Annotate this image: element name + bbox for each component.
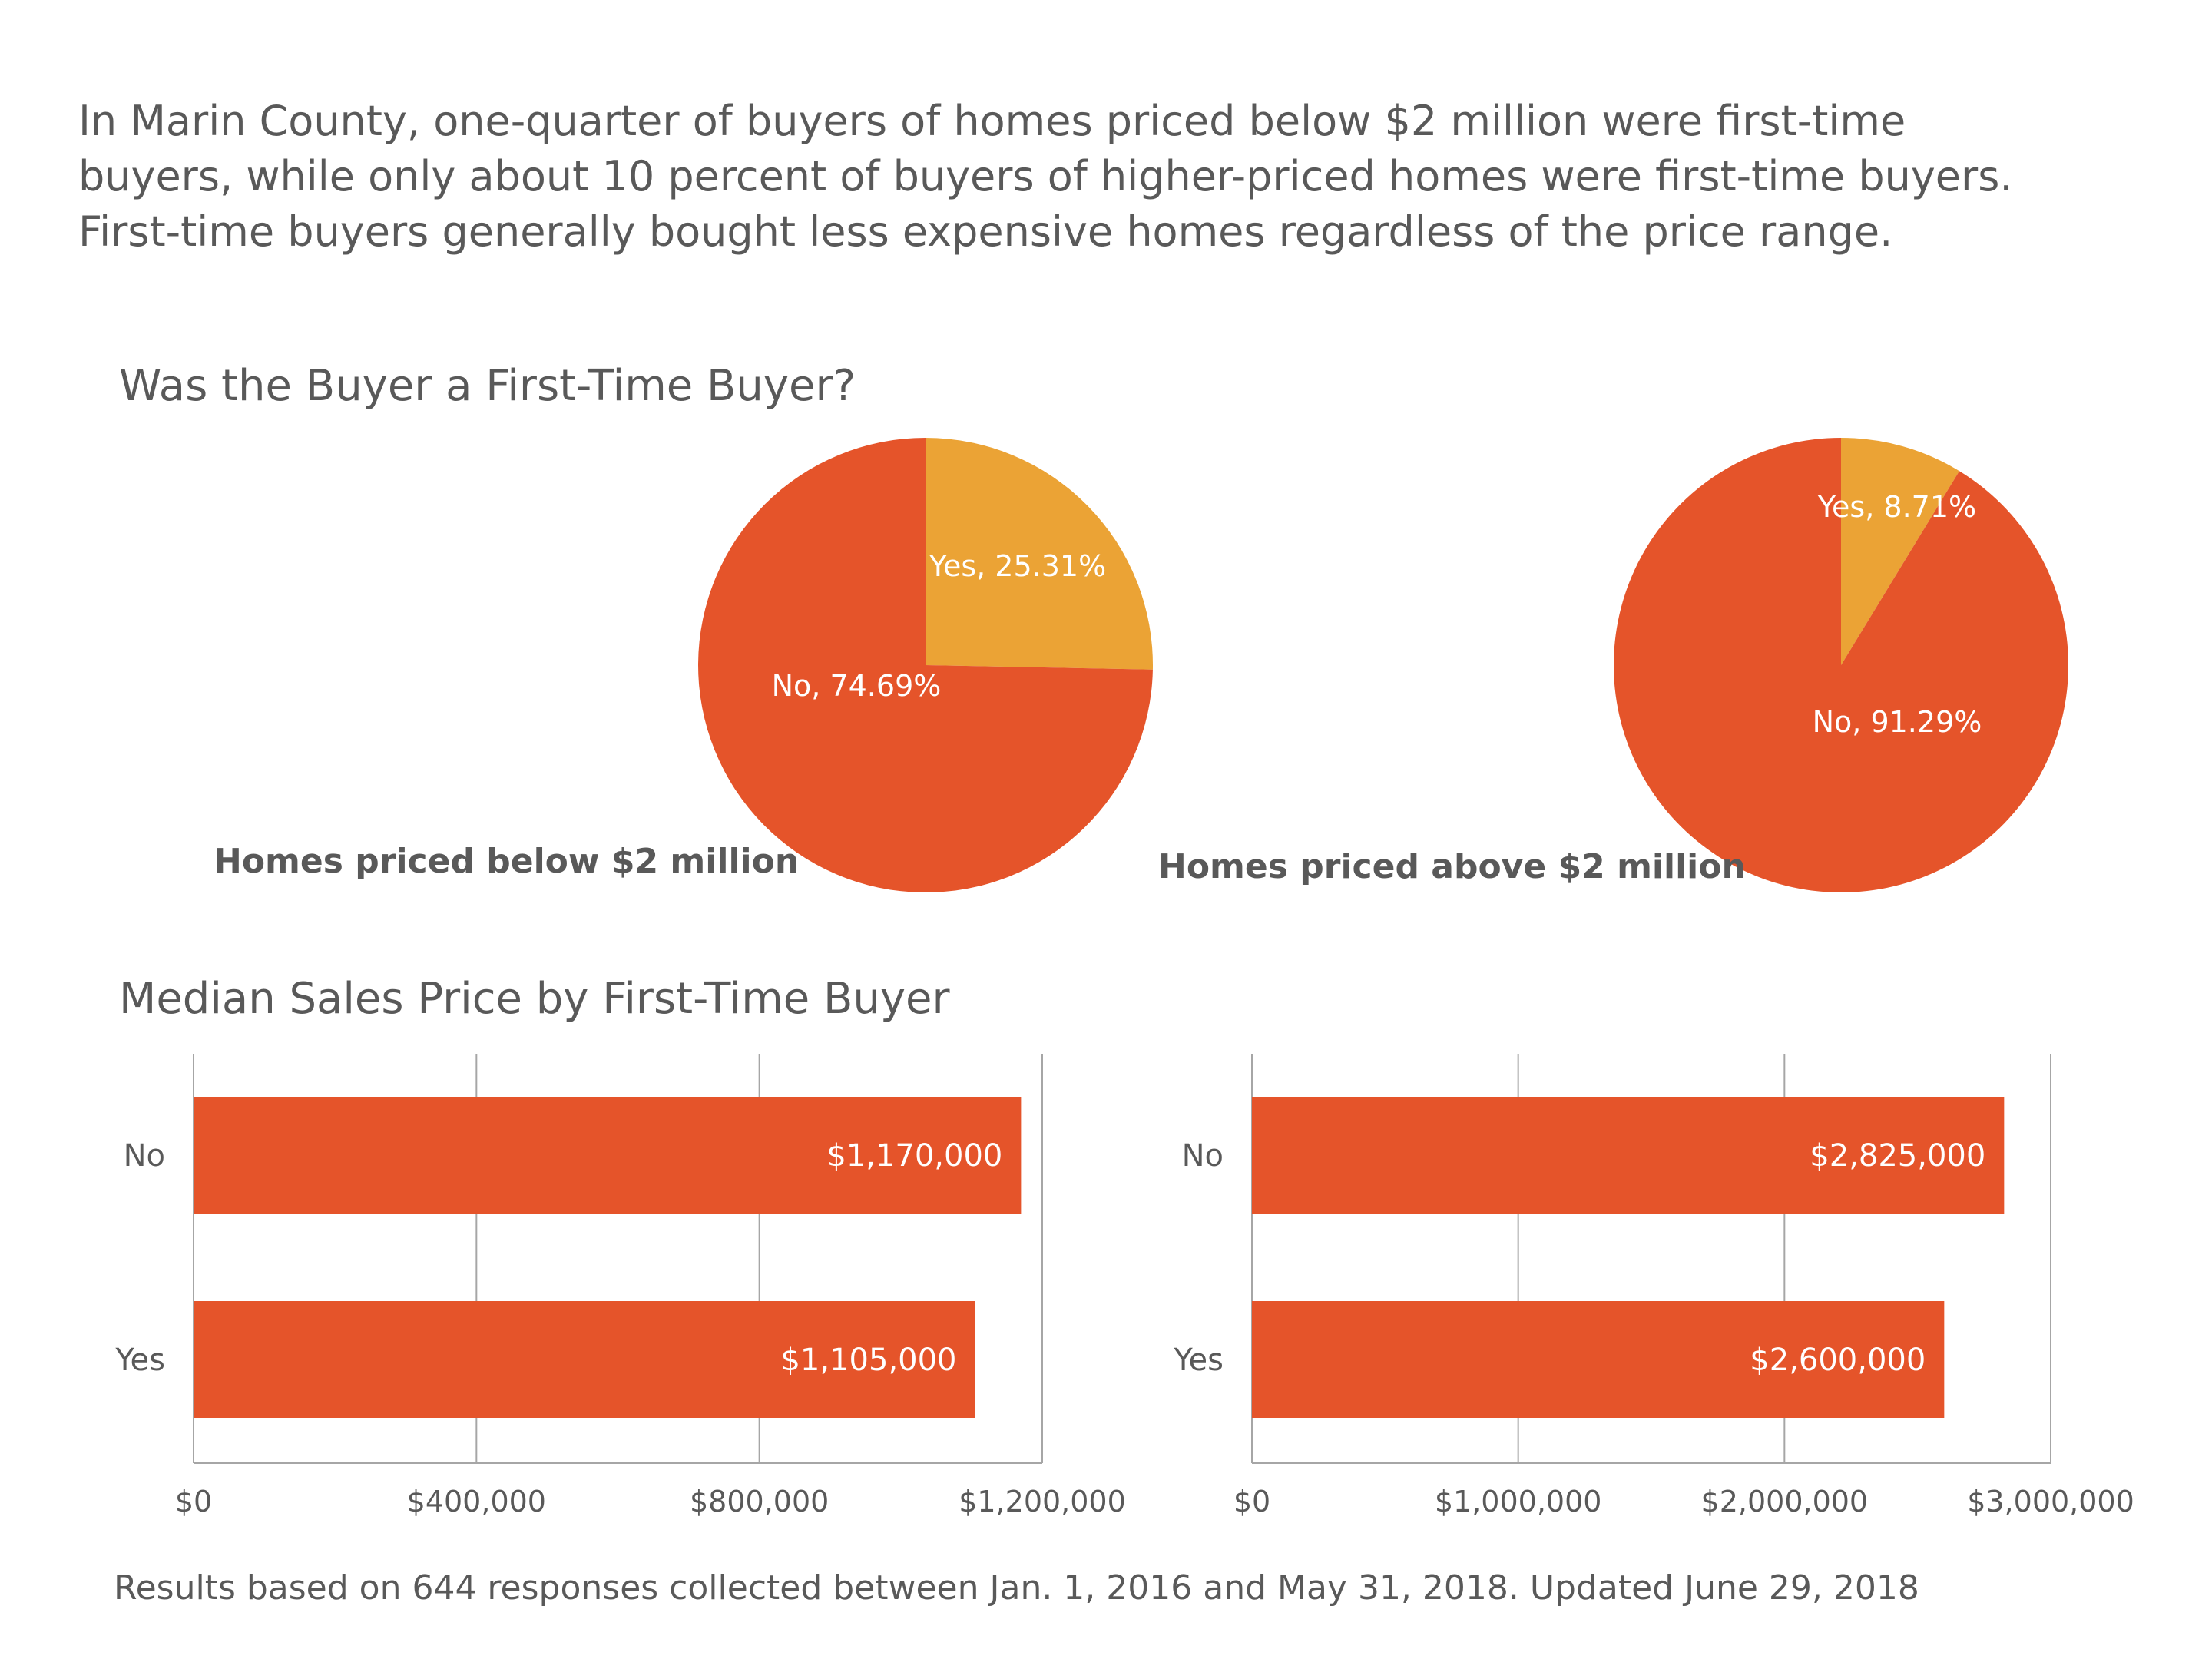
pie-data-label: Yes, 25.31% (929, 549, 1106, 583)
bar-no (1252, 1097, 2005, 1214)
bar-data-label: $1,170,000 (826, 1138, 1002, 1174)
x-tick-label: $3,000,000 (1967, 1485, 2134, 1518)
bar-no (194, 1097, 1022, 1214)
pie-data-label: No, 91.29% (1813, 705, 1982, 739)
pie-data-label: No, 74.69% (772, 669, 942, 703)
pie-section-title: Was the Buyer a First-Time Buyer? (119, 361, 856, 411)
x-tick-label: $2,000,000 (1701, 1485, 1869, 1518)
x-tick-label: $1,000,000 (1435, 1485, 1602, 1518)
intro-line: First-time buyers generally bought less … (78, 207, 1893, 256)
pie-slice-yes (1841, 438, 1960, 665)
y-category-label: Yes (114, 1343, 165, 1378)
pie-slice-no (698, 438, 1153, 892)
y-category-label: No (124, 1138, 165, 1174)
intro-paragraph: In Marin County, one-quarter of buyers o… (78, 94, 2167, 260)
footer-note: Results based on 644 responses collected… (114, 1568, 1919, 1608)
bar-yes (194, 1301, 975, 1418)
bar-data-label: $1,105,000 (780, 1343, 956, 1378)
pie-data-label: Yes, 8.71% (1817, 490, 1976, 524)
x-tick-label: $400,000 (407, 1485, 546, 1518)
bar-data-label: $2,825,000 (1810, 1138, 1985, 1174)
pie-slice-yes (926, 438, 1153, 670)
pie-caption: Homes priced above $2 million (1158, 847, 1746, 886)
intro-line: In Marin County, one-quarter of buyers o… (78, 97, 1906, 145)
y-category-label: No (1182, 1138, 1224, 1174)
x-tick-label: $1,200,000 (959, 1485, 1126, 1518)
x-tick-label: $0 (175, 1485, 212, 1518)
bar-data-label: $2,600,000 (1750, 1343, 1926, 1378)
intro-line: buyers, while only about 10 percent of b… (78, 152, 2013, 200)
bar-yes (1252, 1301, 1945, 1418)
x-tick-label: $800,000 (690, 1485, 829, 1518)
pie-slice-no (1614, 438, 2069, 892)
y-category-label: Yes (1173, 1343, 1224, 1378)
x-tick-label: $0 (1233, 1485, 1270, 1518)
bar-section-title: Median Sales Price by First-Time Buyer (119, 974, 950, 1024)
pie-caption: Homes priced below $2 million (214, 842, 799, 881)
